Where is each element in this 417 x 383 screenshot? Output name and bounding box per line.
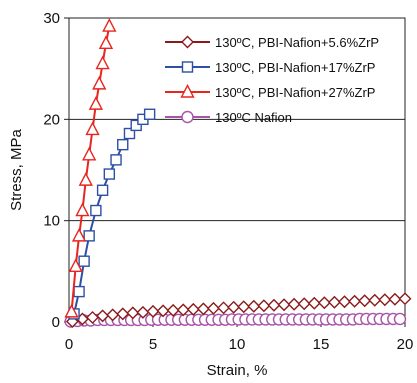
series-0-point-7	[136, 305, 150, 319]
series-1-point-9	[123, 127, 136, 140]
series-1-point-2	[78, 255, 90, 267]
x-axis-ticks: 0 5 10 15 20	[65, 322, 414, 353]
series-0-point-23	[297, 297, 311, 311]
series-1-point-1	[73, 285, 85, 298]
series-1-point-3	[83, 230, 95, 242]
series-0-point-13	[196, 302, 210, 316]
series-2-point-10	[98, 35, 114, 50]
series-0-point-5	[116, 307, 130, 321]
series-2-point-7	[88, 96, 104, 110]
series-0-point-16	[227, 300, 241, 314]
grid-lines	[69, 118, 405, 222]
legend-label-2: 130ºC, PBI-Nafion+27%ZrP	[215, 85, 375, 100]
series-0-point-22	[287, 297, 301, 311]
legend-marker-1	[181, 61, 194, 73]
series-1-point-10	[130, 119, 142, 132]
series-0-point-33	[398, 292, 412, 306]
series-0-point-12	[186, 302, 200, 316]
series-2-point-9	[95, 55, 110, 70]
series-2-point-6	[85, 121, 100, 136]
series-0-point-17	[237, 300, 251, 314]
series-2-point-4	[78, 172, 93, 186]
series-0-point-26	[327, 295, 341, 309]
legend: 130ºC, PBI-Nafion+5.6%ZrP 130ºC, PBI-Nafi…	[165, 35, 379, 125]
series-0-point-28	[348, 294, 362, 308]
y-axis-label: Stress, MPa	[8, 128, 25, 210]
series-2-point-5	[82, 146, 97, 161]
series-0	[65, 292, 412, 328]
series-0-point-27	[338, 295, 352, 309]
series-2-point-1	[68, 258, 83, 272]
series-2-point-8	[92, 75, 107, 90]
legend-label-0: 130ºC, PBI-Nafion+5.6%ZrP	[215, 35, 379, 50]
series-0-point-29	[358, 294, 372, 308]
legend-marker-3	[181, 110, 194, 124]
y-tick-label-2: 20	[43, 111, 60, 128]
series-2	[64, 18, 117, 318]
x-tick-label-1: 5	[149, 336, 157, 353]
y-tick-label-1: 10	[43, 213, 60, 230]
x-tick-label-3: 15	[313, 336, 330, 353]
series-0-point-19	[257, 299, 271, 313]
series-1-point-12	[143, 108, 156, 120]
series-0-point-15	[217, 301, 231, 315]
x-axis-label: Strain, %	[207, 362, 268, 379]
series-0-point-24	[307, 296, 321, 310]
legend-entry-2: 130ºC, PBI-Nafion+27%ZrP	[165, 83, 375, 100]
series-2-point-3	[75, 202, 90, 217]
series-1-point-7	[110, 154, 122, 166]
x-tick-label-0: 0	[65, 336, 73, 353]
data-series	[64, 18, 412, 328]
y-axis-ticks: 0 10 20 30	[43, 10, 69, 331]
x-tick-label-4: 20	[397, 336, 414, 353]
legend-entry-3: 130ºC Nafion	[165, 110, 292, 125]
series-0-point-21	[277, 298, 291, 312]
legend-label-3: 130ºC Nafion	[215, 110, 292, 125]
series-1-point-4	[90, 204, 102, 217]
series-0-point-32	[388, 292, 402, 306]
series-1-point-5	[96, 184, 109, 196]
y-tick-label-3: 30	[43, 10, 60, 27]
series-0-point-11	[176, 303, 190, 317]
series-0-point-14	[206, 301, 220, 315]
x-tick-label-2: 10	[229, 336, 246, 353]
series-0-point-31	[378, 293, 392, 307]
series-0-point-3	[96, 309, 110, 323]
y-tick-label-0: 0	[52, 314, 60, 331]
series-0-point-20	[267, 298, 281, 312]
series-0-point-8	[146, 304, 160, 318]
legend-label-1: 130ºC, PBI-Nafion+17%ZrP	[215, 60, 375, 75]
series-1-point-6	[103, 168, 116, 180]
series-2-point-11	[102, 18, 117, 32]
legend-marker-0	[181, 35, 194, 49]
legend-entry-0: 130ºC, PBI-Nafion+5.6%ZrP	[165, 35, 379, 50]
series-0-point-9	[156, 304, 170, 318]
series-2-point-2	[71, 227, 87, 242]
series-0-point-18	[247, 299, 261, 313]
series-0-point-10	[166, 303, 180, 317]
series-0-point-30	[368, 293, 382, 307]
series-1-point-8	[117, 138, 129, 151]
legend-marker-2	[180, 83, 195, 98]
series-0-point-25	[317, 296, 331, 310]
series-0-point-4	[106, 308, 120, 322]
series-2-point-0	[64, 303, 79, 318]
series-0-point-2	[86, 310, 100, 324]
series-0-point-6	[126, 306, 140, 320]
legend-entry-1: 130ºC, PBI-Nafion+17%ZrP	[165, 60, 375, 75]
series-3-point-49	[393, 312, 407, 326]
